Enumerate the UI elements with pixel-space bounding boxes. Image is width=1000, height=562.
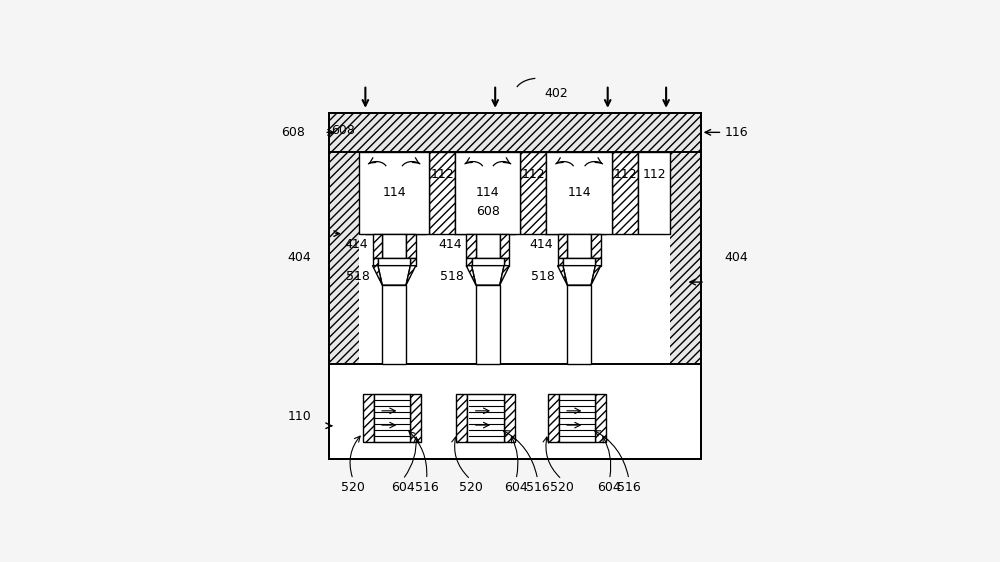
Bar bbox=[546, 152, 612, 234]
Text: 608: 608 bbox=[331, 124, 355, 137]
Bar bbox=[612, 152, 638, 234]
Bar bbox=[329, 364, 701, 459]
Bar bbox=[382, 234, 406, 258]
Bar bbox=[559, 394, 595, 442]
Polygon shape bbox=[406, 266, 416, 285]
Bar bbox=[410, 394, 421, 442]
Text: 114: 114 bbox=[567, 187, 591, 200]
Bar bbox=[329, 364, 701, 459]
Polygon shape bbox=[406, 234, 416, 258]
Bar bbox=[359, 152, 429, 234]
Bar bbox=[456, 394, 467, 442]
Text: 414: 414 bbox=[345, 238, 368, 251]
Text: 116: 116 bbox=[725, 126, 748, 139]
Bar bbox=[476, 285, 500, 364]
Polygon shape bbox=[558, 234, 567, 258]
Text: 604: 604 bbox=[391, 481, 415, 493]
Bar bbox=[563, 258, 595, 266]
Text: 404: 404 bbox=[288, 251, 311, 264]
Bar bbox=[329, 364, 701, 459]
Polygon shape bbox=[466, 234, 476, 258]
Bar bbox=[595, 394, 606, 442]
Polygon shape bbox=[373, 258, 378, 266]
Text: 414: 414 bbox=[438, 238, 462, 251]
Bar bbox=[329, 113, 701, 459]
Bar bbox=[476, 234, 500, 258]
Text: 112: 112 bbox=[431, 169, 454, 182]
Text: 604: 604 bbox=[598, 481, 621, 493]
Bar bbox=[329, 113, 701, 459]
Polygon shape bbox=[378, 266, 410, 285]
Text: 516: 516 bbox=[617, 481, 641, 493]
Bar bbox=[374, 394, 410, 442]
Polygon shape bbox=[558, 258, 563, 266]
Polygon shape bbox=[558, 266, 567, 285]
Bar bbox=[520, 152, 546, 234]
Text: 518: 518 bbox=[346, 270, 370, 283]
Text: 114: 114 bbox=[382, 187, 406, 200]
Bar bbox=[454, 152, 515, 234]
Polygon shape bbox=[500, 266, 509, 285]
Text: 112: 112 bbox=[521, 169, 545, 182]
Bar bbox=[472, 258, 504, 266]
Text: 404: 404 bbox=[725, 251, 748, 264]
Bar bbox=[378, 258, 410, 266]
Text: 112: 112 bbox=[613, 169, 637, 182]
Polygon shape bbox=[466, 258, 472, 266]
Polygon shape bbox=[373, 234, 382, 258]
Text: 520: 520 bbox=[341, 481, 365, 493]
Text: 608: 608 bbox=[281, 126, 305, 139]
Bar bbox=[359, 152, 670, 364]
Polygon shape bbox=[591, 266, 601, 285]
Text: 114: 114 bbox=[476, 187, 500, 200]
Bar bbox=[638, 152, 670, 234]
Polygon shape bbox=[410, 258, 416, 266]
Text: 604: 604 bbox=[504, 481, 528, 493]
Text: 608: 608 bbox=[476, 205, 500, 217]
Bar bbox=[329, 113, 701, 459]
Polygon shape bbox=[466, 266, 476, 285]
Bar bbox=[567, 285, 591, 364]
Text: 518: 518 bbox=[440, 270, 464, 283]
Bar bbox=[455, 152, 520, 234]
Text: 414: 414 bbox=[530, 238, 553, 251]
Bar bbox=[504, 394, 515, 442]
Text: 110: 110 bbox=[288, 410, 311, 423]
Bar bbox=[363, 394, 374, 442]
Bar bbox=[359, 152, 670, 364]
Polygon shape bbox=[500, 234, 509, 258]
Text: 518: 518 bbox=[531, 270, 555, 283]
Text: 402: 402 bbox=[544, 87, 568, 100]
Bar bbox=[545, 152, 606, 234]
Bar bbox=[329, 113, 701, 459]
Text: 516: 516 bbox=[415, 481, 438, 493]
Polygon shape bbox=[373, 266, 382, 285]
Polygon shape bbox=[504, 258, 509, 266]
Bar bbox=[329, 113, 701, 459]
Text: 520: 520 bbox=[550, 481, 574, 493]
Bar bbox=[429, 152, 455, 234]
Bar bbox=[359, 152, 670, 364]
Bar bbox=[329, 364, 701, 459]
Text: 516: 516 bbox=[526, 481, 549, 493]
Text: 520: 520 bbox=[459, 481, 482, 493]
Text: 112: 112 bbox=[642, 169, 666, 182]
Polygon shape bbox=[591, 234, 601, 258]
Bar bbox=[382, 285, 406, 364]
Polygon shape bbox=[472, 266, 504, 285]
Bar bbox=[567, 234, 591, 258]
Bar bbox=[365, 152, 426, 234]
Polygon shape bbox=[563, 266, 595, 285]
Bar bbox=[548, 394, 559, 442]
Polygon shape bbox=[595, 258, 601, 266]
Bar bbox=[467, 394, 504, 442]
